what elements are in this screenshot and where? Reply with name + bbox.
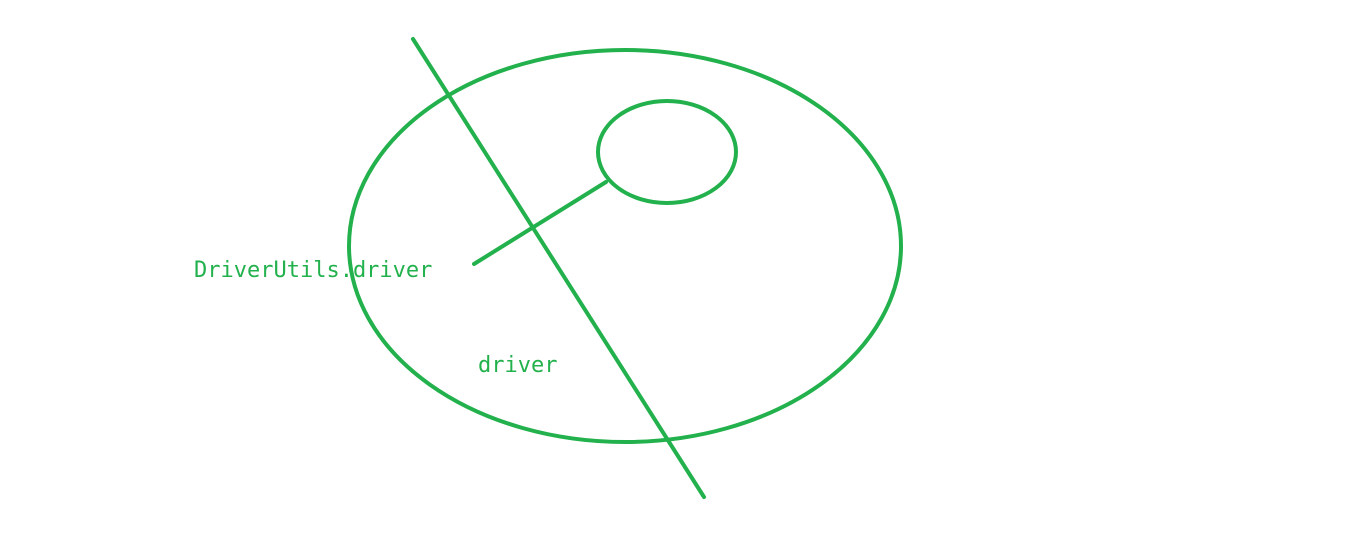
strike-through-line [411,37,706,499]
driver-object-ellipse [596,99,738,205]
pointer-line [472,180,608,266]
driverutils-driver-label: DriverUtils.driver [194,258,433,283]
outer-scope-ellipse [347,48,903,444]
driver-label: driver [478,353,558,378]
